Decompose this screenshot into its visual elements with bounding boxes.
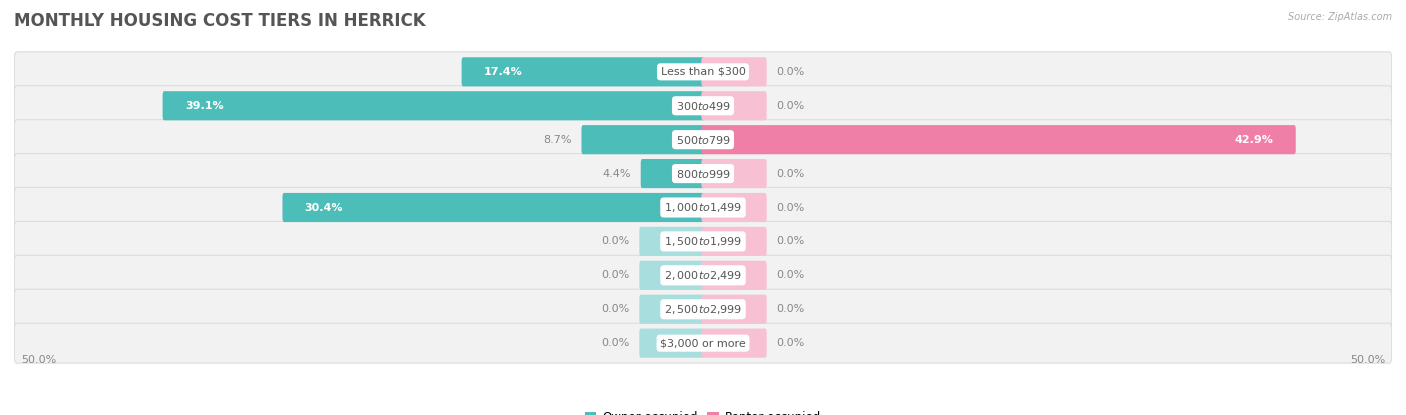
Text: 17.4%: 17.4% (484, 67, 523, 77)
FancyBboxPatch shape (14, 154, 1392, 193)
Legend: Owner-occupied, Renter-occupied: Owner-occupied, Renter-occupied (579, 406, 827, 415)
FancyBboxPatch shape (14, 289, 1392, 329)
Text: 0.0%: 0.0% (776, 304, 804, 314)
Text: MONTHLY HOUSING COST TIERS IN HERRICK: MONTHLY HOUSING COST TIERS IN HERRICK (14, 12, 426, 30)
FancyBboxPatch shape (702, 227, 766, 256)
Text: 30.4%: 30.4% (305, 203, 343, 212)
Text: 50.0%: 50.0% (21, 354, 56, 364)
Text: 0.0%: 0.0% (602, 304, 630, 314)
FancyBboxPatch shape (14, 323, 1392, 363)
FancyBboxPatch shape (641, 159, 704, 188)
FancyBboxPatch shape (14, 222, 1392, 261)
FancyBboxPatch shape (14, 188, 1392, 227)
FancyBboxPatch shape (702, 261, 766, 290)
Text: 0.0%: 0.0% (776, 67, 804, 77)
FancyBboxPatch shape (283, 193, 704, 222)
Text: $800 to $999: $800 to $999 (675, 168, 731, 180)
FancyBboxPatch shape (14, 86, 1392, 126)
FancyBboxPatch shape (14, 52, 1392, 92)
Text: $1,000 to $1,499: $1,000 to $1,499 (664, 201, 742, 214)
FancyBboxPatch shape (702, 329, 766, 358)
FancyBboxPatch shape (640, 295, 704, 324)
Text: 0.0%: 0.0% (776, 237, 804, 247)
Text: 8.7%: 8.7% (544, 135, 572, 145)
Text: $500 to $799: $500 to $799 (675, 134, 731, 146)
Text: $1,500 to $1,999: $1,500 to $1,999 (664, 235, 742, 248)
Text: $3,000 or more: $3,000 or more (661, 338, 745, 348)
Text: $300 to $499: $300 to $499 (675, 100, 731, 112)
Text: 42.9%: 42.9% (1234, 135, 1274, 145)
FancyBboxPatch shape (702, 159, 766, 188)
Text: 0.0%: 0.0% (602, 338, 630, 348)
Text: 0.0%: 0.0% (776, 203, 804, 212)
Text: 39.1%: 39.1% (186, 101, 224, 111)
Text: 0.0%: 0.0% (776, 101, 804, 111)
FancyBboxPatch shape (702, 125, 1296, 154)
Text: 0.0%: 0.0% (602, 237, 630, 247)
FancyBboxPatch shape (461, 57, 704, 86)
FancyBboxPatch shape (582, 125, 704, 154)
Text: 0.0%: 0.0% (776, 168, 804, 178)
FancyBboxPatch shape (702, 193, 766, 222)
FancyBboxPatch shape (640, 227, 704, 256)
FancyBboxPatch shape (640, 261, 704, 290)
FancyBboxPatch shape (163, 91, 704, 120)
Text: Less than $300: Less than $300 (661, 67, 745, 77)
Text: 0.0%: 0.0% (776, 338, 804, 348)
FancyBboxPatch shape (14, 120, 1392, 160)
FancyBboxPatch shape (702, 91, 766, 120)
Text: 4.4%: 4.4% (603, 168, 631, 178)
Text: 0.0%: 0.0% (776, 270, 804, 280)
FancyBboxPatch shape (640, 329, 704, 358)
FancyBboxPatch shape (702, 295, 766, 324)
FancyBboxPatch shape (14, 255, 1392, 295)
Text: $2,000 to $2,499: $2,000 to $2,499 (664, 269, 742, 282)
Text: 50.0%: 50.0% (1350, 354, 1385, 364)
Text: Source: ZipAtlas.com: Source: ZipAtlas.com (1288, 12, 1392, 22)
FancyBboxPatch shape (702, 57, 766, 86)
Text: $2,500 to $2,999: $2,500 to $2,999 (664, 303, 742, 316)
Text: 0.0%: 0.0% (602, 270, 630, 280)
